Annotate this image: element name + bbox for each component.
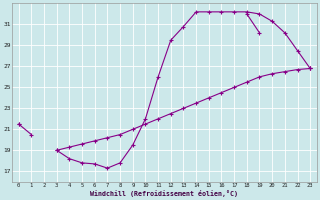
X-axis label: Windchill (Refroidissement éolien,°C): Windchill (Refroidissement éolien,°C) xyxy=(91,190,238,197)
